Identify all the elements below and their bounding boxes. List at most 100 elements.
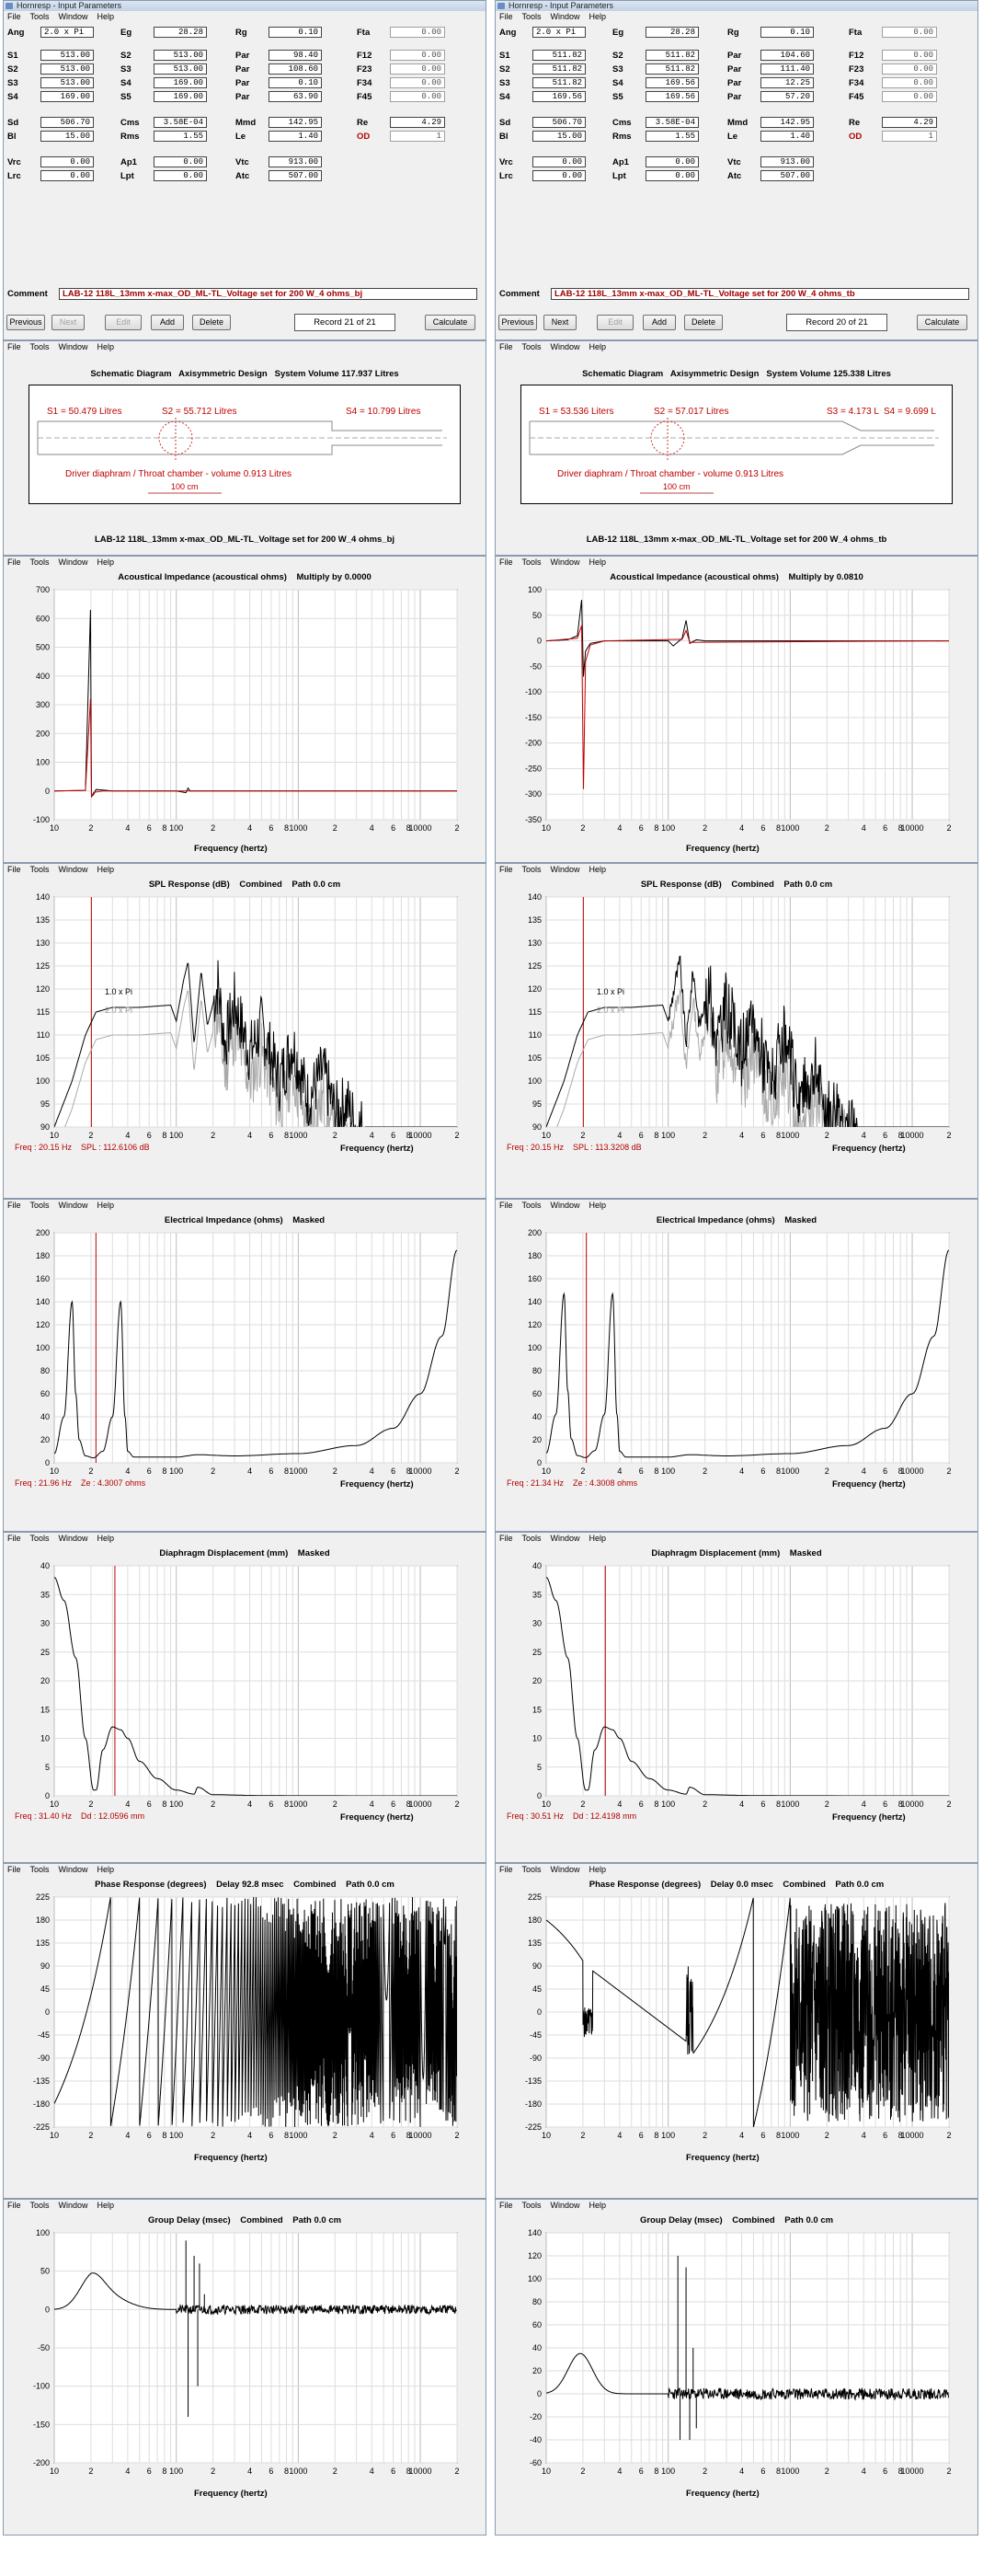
menu-help[interactable]: Help: [589, 1534, 607, 1543]
menu-file[interactable]: File: [7, 342, 21, 351]
field-ang[interactable]: 2.0 x Pi: [532, 27, 586, 38]
menu-file[interactable]: File: [7, 865, 21, 874]
menu-help[interactable]: Help: [97, 865, 115, 874]
menu-window[interactable]: Window: [58, 12, 88, 21]
field-f45[interactable]: 0.00: [390, 91, 445, 102]
field-f12[interactable]: 0.00: [882, 50, 937, 61]
menu-help[interactable]: Help: [589, 1865, 607, 1874]
menu-tools[interactable]: Tools: [29, 1534, 50, 1543]
menu-help[interactable]: Help: [97, 1865, 115, 1874]
edit-button[interactable]: Edit: [105, 315, 142, 330]
menu-window[interactable]: Window: [550, 2201, 580, 2210]
field-atc[interactable]: 507.00: [269, 170, 322, 181]
menu-help[interactable]: Help: [589, 2201, 607, 2210]
field-od[interactable]: 1: [390, 131, 445, 142]
field-par2[interactable]: 111.40: [760, 63, 814, 75]
field-re[interactable]: 4.29: [390, 117, 445, 128]
menu-help[interactable]: Help: [589, 865, 607, 874]
field-rms[interactable]: 1.55: [646, 131, 699, 142]
field-ang[interactable]: 2.0 x Pi: [40, 27, 94, 38]
menu-tools[interactable]: Tools: [29, 2201, 50, 2210]
window-titlebar[interactable]: Hornresp - Input Parameters: [4, 1, 486, 11]
field-s2[interactable]: 511.82: [646, 50, 699, 61]
menu-window[interactable]: Window: [58, 1201, 88, 1210]
menu-file[interactable]: File: [499, 2201, 513, 2210]
menu-help[interactable]: Help: [589, 558, 607, 567]
menu-file[interactable]: File: [7, 558, 21, 567]
menu-window[interactable]: Window: [550, 865, 580, 874]
field-lpt[interactable]: 0.00: [154, 170, 207, 181]
field-s3b[interactable]: 511.82: [532, 77, 586, 88]
field-par2[interactable]: 108.60: [269, 63, 322, 75]
field-bl[interactable]: 15.00: [40, 131, 94, 142]
menu-tools[interactable]: Tools: [29, 12, 50, 21]
add-button[interactable]: Add: [643, 315, 676, 330]
field-vtc[interactable]: 913.00: [760, 156, 814, 167]
menu-help[interactable]: Help: [97, 2201, 115, 2210]
field-s4[interactable]: 169.56: [646, 77, 699, 88]
menu-tools[interactable]: Tools: [521, 1865, 542, 1874]
menu-tools[interactable]: Tools: [29, 865, 50, 874]
menu-file[interactable]: File: [7, 12, 21, 21]
menu-tools[interactable]: Tools: [521, 558, 542, 567]
comment-field[interactable]: LAB-12 118L_13mm x-max_OD_ML-TL_Voltage …: [59, 288, 477, 300]
field-rg[interactable]: 0.10: [269, 27, 322, 38]
menu-file[interactable]: File: [499, 865, 513, 874]
menu-window[interactable]: Window: [550, 1865, 580, 1874]
field-f34[interactable]: 0.00: [882, 77, 937, 88]
previous-button[interactable]: Previous: [498, 315, 537, 330]
menu-window[interactable]: Window: [58, 558, 88, 567]
menu-window[interactable]: Window: [550, 12, 580, 21]
field-par3[interactable]: 0.10: [269, 77, 322, 88]
menu-tools[interactable]: Tools: [521, 1534, 542, 1543]
field-f34[interactable]: 0.00: [390, 77, 445, 88]
menu-window[interactable]: Window: [58, 2201, 88, 2210]
next-button[interactable]: Next: [543, 315, 577, 330]
field-par1[interactable]: 98.40: [269, 50, 322, 61]
field-sd[interactable]: 506.70: [532, 117, 586, 128]
menu-file[interactable]: File: [499, 1865, 513, 1874]
field-s4b[interactable]: 169.56: [532, 91, 586, 102]
field-atc[interactable]: 507.00: [760, 170, 814, 181]
field-cms[interactable]: 3.58E-04: [646, 117, 699, 128]
field-bl[interactable]: 15.00: [532, 131, 586, 142]
field-fta[interactable]: 0.00: [882, 27, 937, 38]
menu-file[interactable]: File: [7, 1201, 21, 1210]
field-s1[interactable]: 513.00: [40, 50, 94, 61]
calculate-button[interactable]: Calculate: [425, 315, 475, 330]
menu-tools[interactable]: Tools: [29, 1865, 50, 1874]
menu-window[interactable]: Window: [550, 1534, 580, 1543]
field-vtc[interactable]: 913.00: [269, 156, 322, 167]
menu-help[interactable]: Help: [589, 12, 607, 21]
field-s2b[interactable]: 511.82: [532, 63, 586, 75]
field-s2b[interactable]: 513.00: [40, 63, 94, 75]
menu-window[interactable]: Window: [550, 342, 580, 351]
field-s5[interactable]: 169.56: [646, 91, 699, 102]
menu-window[interactable]: Window: [550, 1201, 580, 1210]
menu-help[interactable]: Help: [97, 1534, 115, 1543]
delete-button[interactable]: Delete: [684, 315, 723, 330]
delete-button[interactable]: Delete: [192, 315, 231, 330]
menu-tools[interactable]: Tools: [29, 558, 50, 567]
edit-button[interactable]: Edit: [597, 315, 634, 330]
next-button[interactable]: Next: [51, 315, 85, 330]
menu-window[interactable]: Window: [58, 865, 88, 874]
field-lpt[interactable]: 0.00: [646, 170, 699, 181]
menu-tools[interactable]: Tools: [29, 342, 50, 351]
menu-file[interactable]: File: [7, 2201, 21, 2210]
field-re[interactable]: 4.29: [882, 117, 937, 128]
field-par4[interactable]: 63.90: [269, 91, 322, 102]
menu-tools[interactable]: Tools: [521, 865, 542, 874]
field-lrc[interactable]: 0.00: [532, 170, 586, 181]
menu-file[interactable]: File: [499, 1534, 513, 1543]
field-rms[interactable]: 1.55: [154, 131, 207, 142]
menu-file[interactable]: File: [499, 558, 513, 567]
field-rg[interactable]: 0.10: [760, 27, 814, 38]
menu-help[interactable]: Help: [589, 342, 607, 351]
menu-window[interactable]: Window: [58, 342, 88, 351]
field-s3b[interactable]: 513.00: [40, 77, 94, 88]
field-par4[interactable]: 57.20: [760, 91, 814, 102]
field-par3[interactable]: 12.25: [760, 77, 814, 88]
menu-window[interactable]: Window: [550, 558, 580, 567]
field-f23[interactable]: 0.00: [882, 63, 937, 75]
